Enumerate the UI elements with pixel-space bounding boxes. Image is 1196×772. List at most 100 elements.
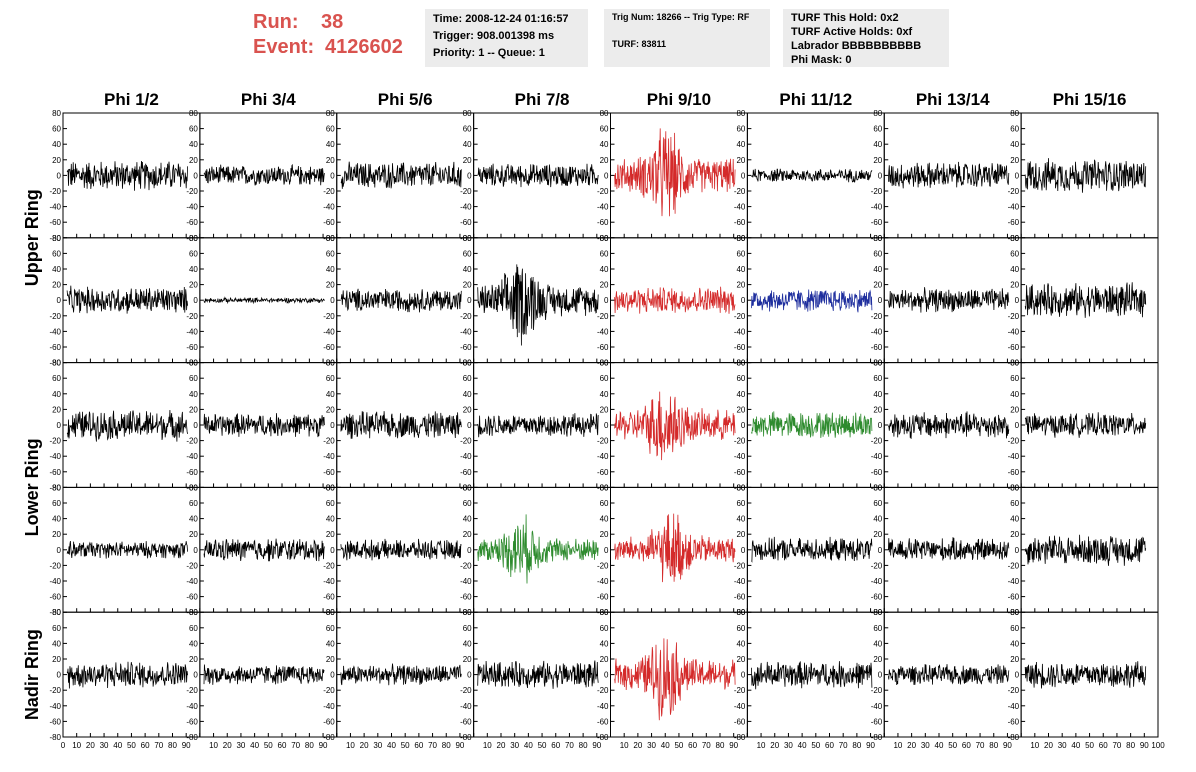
y-tick-label: 0 — [330, 296, 335, 305]
y-tick-label: -20 — [734, 187, 746, 196]
y-tick-label: -80 — [186, 483, 198, 492]
y-tick-label: 40 — [326, 515, 335, 524]
x-tick-label: 50 — [1085, 741, 1094, 750]
y-tick-label: 80 — [736, 359, 745, 368]
y-tick-label: 40 — [463, 265, 472, 274]
y-tick-label: 40 — [1010, 390, 1019, 399]
y-tick-label: -20 — [597, 686, 609, 695]
x-tick-label: 40 — [1071, 741, 1080, 750]
y-tick-label: 60 — [736, 249, 745, 258]
x-tick-label: 100 — [1151, 741, 1165, 750]
waveform-trace — [614, 128, 736, 217]
waveform-panel: 80 60 40 20 0 -20 -40 -60 -80 — [186, 359, 338, 492]
x-tick-label: 20 — [86, 741, 95, 750]
y-tick-label: -40 — [734, 203, 746, 212]
y-tick-label: 40 — [189, 390, 198, 399]
y-tick-label: -40 — [186, 203, 198, 212]
y-tick-label: 0 — [741, 296, 746, 305]
y-tick-label: -20 — [460, 437, 472, 446]
y-tick-label: -60 — [871, 218, 883, 227]
y-tick-label: -60 — [460, 717, 472, 726]
y-tick-label: -40 — [597, 203, 609, 212]
y-tick-label: -20 — [460, 312, 472, 321]
waveform-trace — [203, 413, 325, 438]
y-tick-label: 40 — [600, 265, 609, 274]
y-tick-label: 20 — [189, 530, 198, 539]
y-tick-label: 0 — [193, 296, 198, 305]
x-tick-label: 20 — [770, 741, 779, 750]
y-tick-label: 80 — [736, 483, 745, 492]
y-tick-label: -20 — [734, 561, 746, 570]
phi-column-label: Phi 7/8 — [515, 90, 570, 109]
y-tick-label: -40 — [460, 577, 472, 586]
y-tick-label: 0 — [330, 546, 335, 555]
y-tick-label: -60 — [597, 343, 609, 352]
y-tick-label: 0 — [878, 671, 883, 680]
y-tick-label: 60 — [600, 499, 609, 508]
y-tick-label: 20 — [873, 405, 882, 414]
y-tick-label: -20 — [186, 686, 198, 695]
x-tick-label: 70 — [565, 741, 574, 750]
waveform-panel: 80 60 40 20 0 -20 -40 -60 -80 — [460, 483, 611, 617]
y-tick-label: 80 — [52, 234, 61, 243]
y-tick-label: 20 — [189, 655, 198, 664]
x-tick-label: 60 — [1099, 741, 1108, 750]
y-tick-label: 0 — [193, 671, 198, 680]
y-tick-label: 80 — [463, 483, 472, 492]
y-tick-label: 80 — [326, 483, 335, 492]
y-tick-label: 0 — [467, 671, 472, 680]
waveform-panel: 80 60 40 20 0 -20 -40 -60 -80 — [871, 608, 1022, 742]
y-tick-label: 40 — [463, 390, 472, 399]
y-tick-label: 80 — [736, 234, 745, 243]
y-tick-label: -40 — [49, 452, 61, 461]
y-tick-label: 40 — [873, 390, 882, 399]
phi-column-label: Phi 15/16 — [1053, 90, 1127, 109]
y-tick-label: -20 — [460, 187, 472, 196]
y-tick-label: 40 — [52, 265, 61, 274]
waveform-trace — [203, 163, 325, 186]
waveform-trace — [614, 391, 736, 461]
y-tick-label: -60 — [1008, 717, 1020, 726]
y-tick-label: -20 — [1008, 437, 1020, 446]
x-tick-label: 90 — [592, 741, 601, 750]
waveform-trace — [340, 161, 462, 189]
y-tick-label: -40 — [871, 577, 883, 586]
waveform-trace — [614, 638, 736, 721]
turf-text: TURF: 83811 — [612, 39, 667, 49]
y-tick-label: 20 — [1010, 281, 1019, 290]
y-tick-label: -80 — [597, 733, 609, 742]
waveform-panel: 80 60 40 20 0 -20 -40 -60 -80 — [186, 234, 338, 368]
y-tick-label: -60 — [186, 343, 198, 352]
y-tick-label: 0 — [604, 421, 609, 430]
waveform-panel: 80 60 40 20 0 -20 -40 -60 -80 — [49, 483, 201, 617]
y-tick-label: 40 — [736, 639, 745, 648]
x-tick-label: 70 — [428, 741, 437, 750]
waveform-trace — [66, 540, 188, 559]
y-tick-label: -60 — [460, 468, 472, 477]
y-tick-label: 60 — [52, 624, 61, 633]
waveform-panel: 80 60 40 20 0 -20 -40 -60 -80 — [460, 608, 611, 742]
x-tick-label: 50 — [264, 741, 273, 750]
y-tick-label: 20 — [1010, 156, 1019, 165]
waveform-trace — [888, 411, 1010, 439]
y-tick-label: 60 — [326, 499, 335, 508]
y-tick-label: -20 — [871, 312, 883, 321]
y-tick-label: 80 — [463, 608, 472, 617]
y-tick-label: -40 — [871, 702, 883, 711]
y-tick-label: 0 — [878, 421, 883, 430]
y-tick-label: 20 — [1010, 530, 1019, 539]
y-tick-label: -20 — [597, 312, 609, 321]
time-trigger-box: Time: 2008-12-24 01:16:57 Trigger: 908.0… — [425, 9, 588, 67]
y-tick-label: 20 — [736, 655, 745, 664]
y-tick-label: 0 — [330, 421, 335, 430]
y-tick-label: 80 — [326, 608, 335, 617]
y-tick-label: 0 — [57, 171, 62, 180]
y-tick-label: -20 — [186, 437, 198, 446]
y-tick-label: -40 — [734, 577, 746, 586]
y-tick-label: 40 — [1010, 265, 1019, 274]
ring-label: Lower Ring — [22, 438, 42, 536]
x-tick-label: 10 — [209, 741, 218, 750]
y-tick-label: 20 — [463, 405, 472, 414]
waveform-panel: 80 60 40 20 0 -20 -40 -60 -80 — [734, 483, 885, 617]
x-tick-label: 10 — [483, 741, 492, 750]
